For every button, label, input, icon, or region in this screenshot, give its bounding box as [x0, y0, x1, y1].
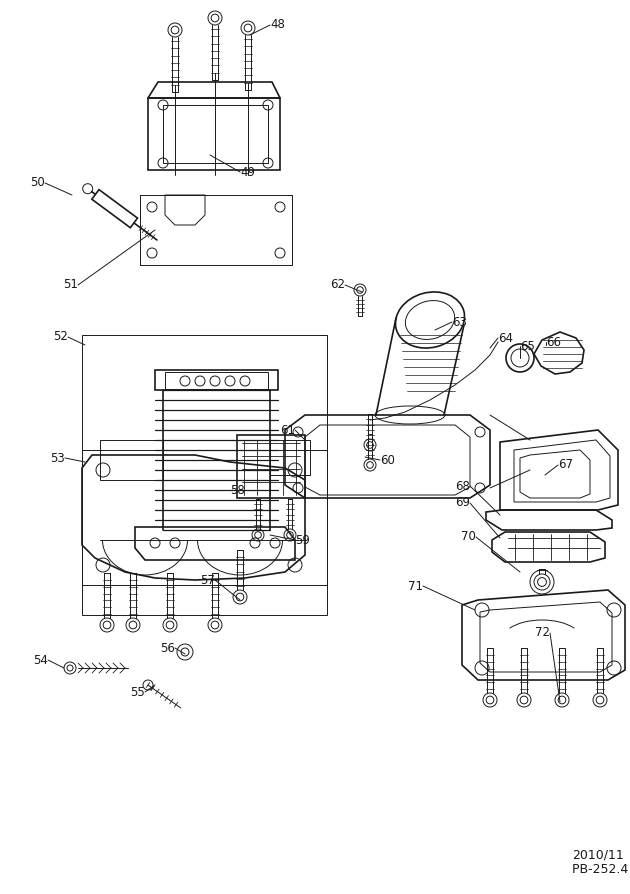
Text: 70: 70 — [461, 530, 476, 544]
Text: 57: 57 — [200, 573, 215, 586]
Text: 49: 49 — [240, 165, 255, 179]
Text: 62: 62 — [330, 279, 345, 291]
Text: 63: 63 — [452, 316, 467, 328]
Text: 59: 59 — [295, 534, 310, 546]
Text: 61: 61 — [280, 424, 295, 436]
Text: 72: 72 — [535, 627, 550, 639]
Text: 68: 68 — [455, 479, 470, 493]
Text: 67: 67 — [558, 459, 573, 471]
Text: 58: 58 — [230, 484, 245, 496]
Text: 69: 69 — [455, 496, 470, 510]
Text: 52: 52 — [53, 331, 68, 343]
Bar — [82, 450, 327, 615]
Text: 54: 54 — [33, 654, 48, 667]
Text: 55: 55 — [130, 686, 145, 698]
Text: 53: 53 — [50, 451, 65, 465]
Text: PB-252.4 2/10: PB-252.4 2/10 — [572, 862, 630, 875]
Bar — [82, 335, 327, 585]
Text: 65: 65 — [520, 340, 535, 352]
Text: 48: 48 — [270, 19, 285, 31]
Text: 56: 56 — [160, 642, 175, 654]
Text: 60: 60 — [380, 453, 395, 467]
Text: 50: 50 — [30, 176, 45, 190]
Text: 2010/11: 2010/11 — [572, 848, 624, 861]
Text: 66: 66 — [546, 335, 561, 349]
Text: 71: 71 — [408, 579, 423, 593]
Text: 51: 51 — [63, 279, 78, 291]
Text: 64: 64 — [498, 332, 513, 344]
